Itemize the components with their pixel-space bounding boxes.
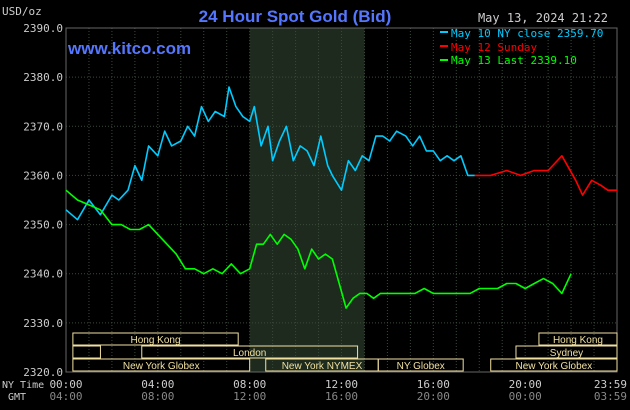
- x-tick-label-gmt: 00:00: [509, 390, 542, 403]
- y-tick-label: 2370.0: [23, 120, 63, 133]
- y-tick-label: 2320.0: [23, 366, 63, 379]
- y-tick-label: 2340.0: [23, 268, 63, 281]
- series-line-2: [65, 189, 572, 309]
- timestamp: May 13, 2024 21:22: [478, 11, 608, 25]
- y-tick-label: 2330.0: [23, 317, 63, 330]
- session-label: New York NYMEX: [282, 361, 363, 372]
- session-label: London: [233, 348, 266, 359]
- session-label: New York Globex: [516, 361, 593, 372]
- x-tick-label-ny: 08:00: [233, 378, 266, 391]
- legend-entry-may12: May 12 Sunday: [451, 41, 537, 54]
- session-box: [538, 332, 618, 346]
- chart-title: 24 Hour Spot Gold (Bid): [199, 7, 392, 26]
- plot-frame: [65, 27, 618, 373]
- shaded-session-region: [249, 28, 365, 372]
- session-box: [141, 345, 359, 359]
- session-box: [72, 345, 101, 359]
- x-tick-label-gmt: 04:00: [49, 390, 82, 403]
- x-tick-label-gmt: 08:00: [141, 390, 174, 403]
- watermark: www.kitco.com: [67, 39, 191, 58]
- x-tick-label-ny: 04:00: [141, 378, 174, 391]
- session-box: [490, 358, 618, 372]
- legend-swatch-may12: [440, 45, 448, 47]
- x-tick-label-ny: 12:00: [325, 378, 358, 391]
- session-label: Sydney: [550, 348, 583, 359]
- y-tick-label: 2380.0: [23, 71, 63, 84]
- session-box: [72, 332, 239, 346]
- series-line-0: [65, 86, 475, 221]
- x-tick-label-ny: 20:00: [509, 378, 542, 391]
- series-line-1: [474, 155, 617, 196]
- x-tick-label-gmt: 12:00: [233, 390, 266, 403]
- x-tick-label-gmt: 16:00: [325, 390, 358, 403]
- x-tick-label-gmt: 20:00: [417, 390, 450, 403]
- legend-swatch-may10: [440, 31, 448, 33]
- y-tick-label: 2360.0: [23, 169, 63, 182]
- legend-entry-may13: May 13 Last 2339.10: [451, 54, 577, 67]
- x-tick-label-ny: 16:00: [417, 378, 450, 391]
- legend: May 10 NY close 2359.70 May 12 Sunday Ma…: [440, 27, 603, 67]
- session-label: Hong Kong: [553, 335, 603, 346]
- session-label: NY Globex: [397, 361, 445, 372]
- unit-label: USD/oz: [2, 5, 42, 18]
- session-label: Hong Kong: [131, 335, 181, 346]
- x-tick-label-ny: 23:59: [594, 378, 627, 391]
- y-tick-label: 2390.0: [23, 22, 63, 35]
- session-box: [377, 358, 464, 372]
- legend-entry-may10: May 10 NY close 2359.70: [451, 27, 603, 40]
- session-label: New York Globex: [123, 361, 200, 372]
- x-tick-label-ny: 00:00: [49, 378, 82, 391]
- x-tick-label-gmt: 03:59: [594, 390, 627, 403]
- session-box: [72, 358, 251, 372]
- y-tick-label: 2350.0: [23, 219, 63, 232]
- gmt-label: GMT: [8, 392, 26, 403]
- session-box: [515, 345, 618, 359]
- legend-swatch-may13: [440, 59, 448, 61]
- ny-time-label: NY Time: [2, 380, 44, 391]
